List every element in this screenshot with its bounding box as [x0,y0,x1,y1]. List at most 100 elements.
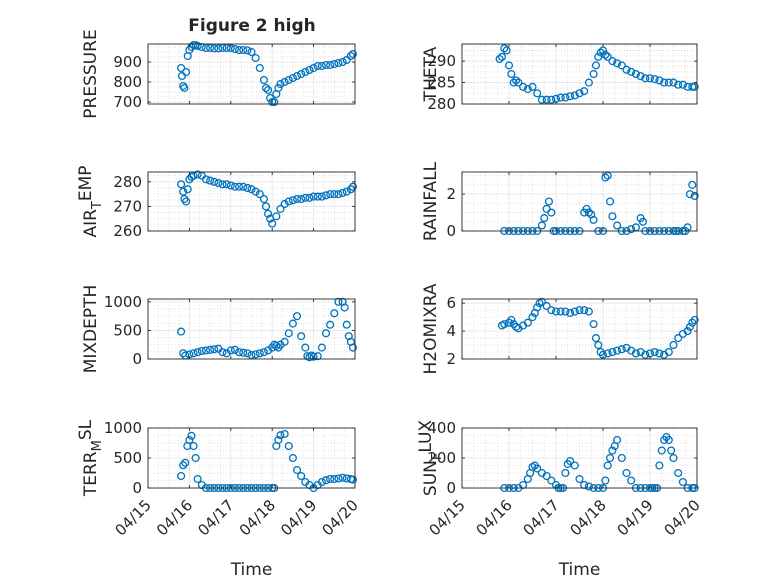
data-point [551,307,561,316]
data-point [495,54,504,64]
data-point [230,182,239,191]
data-point [596,48,605,57]
data-point [688,82,697,91]
data-point [261,83,271,93]
data-point [660,78,669,87]
y-axis-label: AIRTEMP [76,165,105,237]
y-tick-label: 400 [427,419,456,437]
data-point [297,69,306,79]
data-point [206,43,215,53]
data-point [305,353,314,362]
data-point [284,197,293,206]
axes-box [147,171,356,232]
axes-box [461,298,698,360]
data-point [210,177,219,186]
axes-box [461,171,698,232]
data-point [259,194,268,204]
data-point [547,208,556,217]
data-point [533,464,542,473]
grid [461,44,698,105]
data-point [179,461,188,470]
y-tick-label: 290 [427,52,456,70]
data-point [317,477,326,487]
data-point [201,346,211,355]
data-point [601,50,610,59]
data-point [605,197,615,206]
x-tick-label: 04/16 [473,496,516,539]
data-point [645,74,655,83]
x-axis-label: Time [558,560,601,580]
data-point [627,476,636,485]
data-point [177,471,186,481]
data-point [259,75,268,85]
data-point [638,217,647,226]
data-point [509,78,518,87]
data-point [177,63,186,73]
data-point [570,91,579,100]
data-point [276,79,285,89]
data-point [280,337,289,346]
data-series [177,170,357,228]
data-point [338,57,347,67]
data-point [309,63,318,73]
data-point [292,194,302,204]
data-point [542,471,551,481]
x-tick-label: 04/15 [426,496,469,539]
data-series [495,44,699,104]
x-tick-label: 04/18 [567,496,610,539]
data-point [193,41,202,51]
data-point [272,341,281,350]
data-point [544,197,553,206]
data-point [214,179,223,188]
data-point [575,474,584,484]
data-point [247,47,256,57]
data-point [284,329,293,338]
data-point [601,476,610,485]
data-point [338,473,347,482]
y-tick-label: 280 [113,173,142,191]
y-tick-label: 500 [113,321,142,339]
data-point [690,191,699,201]
data-point [270,97,279,107]
data-point [547,95,556,104]
data-point [622,468,631,478]
data-point [239,182,248,191]
axes-box [461,43,698,105]
data-point [313,352,322,361]
data-point [547,306,556,315]
data-point [556,307,565,316]
data-point [690,315,699,324]
data-point [650,75,659,84]
data-point [309,192,318,201]
data-point [230,44,239,54]
x-axis-label: Time [230,560,273,580]
data-point [575,306,584,315]
data-point [330,190,339,199]
data-point [502,46,511,55]
y-tick-label: 0 [446,479,456,497]
data-point [631,69,640,79]
data-point [613,221,622,230]
y-tick-label: 270 [113,197,142,215]
data-point [222,180,231,189]
y-tick-label: 6 [446,294,456,312]
data-point [280,199,289,209]
data-point [201,175,211,184]
data-point [561,307,570,316]
data-point [321,191,331,200]
data-point [261,202,271,211]
data-point [276,431,285,440]
y-axis-label: TERRMSL [76,419,105,497]
data-point [247,350,256,360]
y-tick-label: 700 [113,93,142,111]
x-tick-label: 04/17 [520,496,563,539]
y-axis-label: H2OMIXRA [421,283,441,374]
data-point [594,52,603,61]
data-point [251,187,260,196]
y-axis-label: THETA [421,46,441,102]
data-point [566,456,575,466]
subplot-6: 2 4 6 H2OMIXRA [421,283,699,375]
data-point [239,348,248,357]
